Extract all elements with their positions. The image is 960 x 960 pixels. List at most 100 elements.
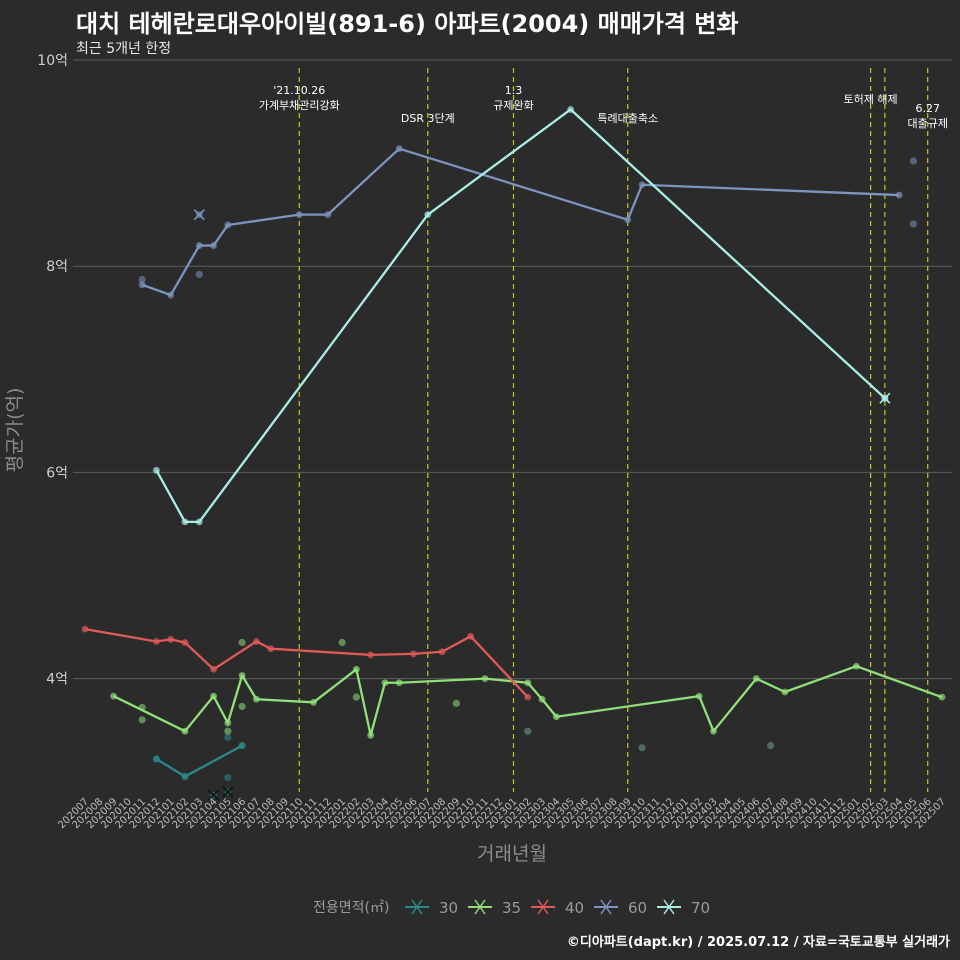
data-point (238, 702, 246, 711)
line-point (138, 281, 146, 289)
legend-label: 30 (439, 899, 458, 917)
line-point (781, 688, 789, 696)
series-35 (110, 638, 946, 739)
data-point (909, 157, 918, 165)
y-axis-title: 평균가(억) (4, 388, 26, 473)
line-point (538, 695, 546, 703)
data-point (767, 742, 775, 750)
line-point (352, 665, 360, 673)
legend-label: 70 (691, 899, 710, 917)
cross-marker (879, 392, 891, 404)
line-point (938, 693, 946, 701)
line-point (224, 719, 232, 727)
line-point (638, 181, 646, 189)
line-point (195, 242, 203, 249)
y-tick-label: 10억 (37, 53, 68, 69)
legend-item-30: 30 (405, 899, 458, 917)
data-point (524, 727, 532, 735)
line-point (167, 636, 175, 643)
data-point (338, 638, 346, 647)
legend-item-60: 60 (594, 899, 647, 917)
line-point (710, 727, 717, 735)
line-point (624, 216, 632, 224)
line-point (181, 518, 189, 526)
event-label: 6.27 (915, 102, 940, 115)
legend-title: 전용면적(㎡) (313, 900, 389, 916)
chart-title: 대치 테헤란로대우아이빌(891-6) 아파트(2004) 매매가격 변화 (76, 10, 739, 38)
line-point (238, 742, 246, 750)
series-30 (152, 733, 246, 801)
data-point (452, 699, 460, 707)
y-axis-ticks: 4억 6억 8억 10억 (37, 53, 68, 688)
line-point (167, 291, 175, 299)
line-point (438, 648, 446, 656)
line-point (552, 713, 560, 721)
event-label: DSR 3단계 (401, 112, 455, 125)
event-label: 가계부채관리강화 (259, 99, 340, 112)
legend: 전용면적(㎡) 30 35 40 60 70 (313, 899, 710, 917)
line-point (181, 727, 189, 735)
line-point (752, 675, 760, 682)
event-label: 특례대출축소 (597, 112, 658, 125)
line-point (524, 693, 532, 701)
series-40 (81, 625, 532, 701)
series-line (155, 108, 886, 524)
data-point (224, 727, 232, 735)
chart-subtitle: 최근 5개년 한정 (76, 41, 172, 57)
y-tick-label: 4억 (46, 672, 68, 688)
line-point (852, 662, 860, 670)
line-point (210, 665, 217, 673)
series-line (113, 665, 943, 737)
line-point (224, 221, 232, 229)
event-label: 규제완화 (493, 99, 533, 112)
event-label: '21.10.26 (273, 84, 325, 97)
line-point (381, 679, 389, 687)
line-point (310, 698, 317, 706)
line-point (567, 106, 575, 113)
series-line (141, 147, 900, 297)
cross-marker (222, 786, 234, 798)
data-point (352, 693, 360, 701)
line-point (395, 679, 403, 687)
event-label: 토허제 해제 (844, 92, 898, 106)
line-point (81, 625, 89, 633)
series-layer (81, 106, 946, 801)
legend-item-70: 70 (657, 899, 710, 917)
line-point (210, 242, 217, 249)
series-60 (138, 145, 918, 299)
cross-marker (207, 789, 220, 801)
data-point (224, 773, 232, 782)
line-point (153, 755, 160, 763)
line-point (424, 211, 432, 219)
line-point (110, 692, 117, 700)
line-point (395, 145, 403, 153)
data-point (195, 270, 203, 279)
line-point (267, 645, 275, 653)
event-label: 대출규제 (907, 117, 947, 130)
series-line (155, 744, 243, 778)
gridlines (73, 59, 952, 680)
line-point (181, 773, 189, 780)
data-point (138, 716, 146, 724)
x-axis-ticks: 2020072020082020092020102020112020122021… (56, 796, 948, 831)
line-point (895, 191, 903, 199)
line-point (410, 650, 417, 658)
line-point (181, 639, 189, 646)
legend-label: 60 (628, 899, 647, 917)
data-point (638, 744, 646, 752)
line-point (695, 692, 703, 700)
line-point (153, 466, 160, 474)
legend-item-40: 40 (531, 899, 584, 917)
line-point (367, 651, 375, 659)
line-point (481, 675, 489, 682)
data-point (909, 220, 918, 228)
legend-label: 35 (502, 899, 521, 917)
legend-item-35: 35 (468, 899, 521, 917)
event-label: 1.3 (505, 84, 523, 97)
series-70 (153, 106, 891, 526)
data-point (138, 276, 146, 284)
line-point (238, 672, 246, 679)
x-axis-title: 거래년월 (477, 843, 547, 865)
